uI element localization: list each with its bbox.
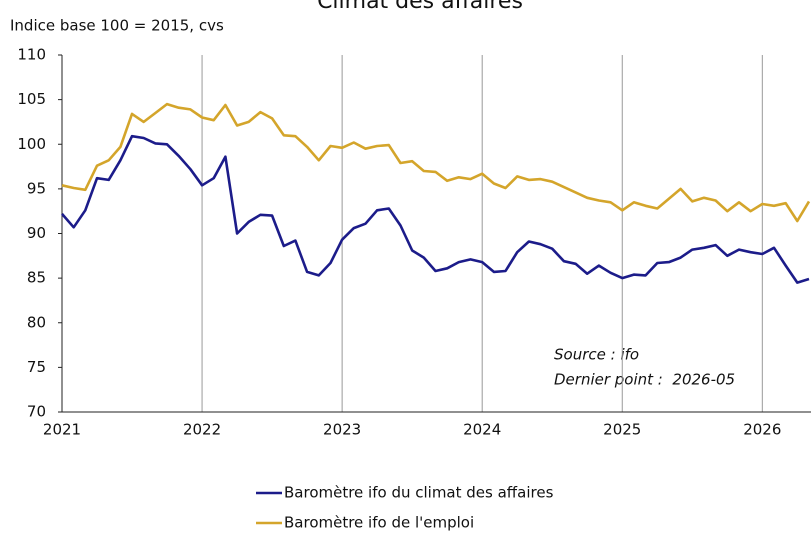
series-line (61, 102, 811, 223)
x-tick-label: 2025 (603, 421, 641, 439)
y-tick-label: 70 (27, 403, 46, 421)
legend-label: Baromètre ifo du climat des affaires (284, 484, 554, 502)
y-tick-label: 75 (27, 358, 46, 376)
annotation: Dernier point : 2026-05 (554, 371, 735, 389)
x-tick-label: 2023 (323, 421, 361, 439)
series-line (61, 134, 810, 284)
x-tick-label: 2024 (463, 421, 501, 439)
y-tick-label: 90 (27, 224, 46, 242)
x-tick-label: 2021 (43, 421, 81, 439)
y-tick-label: 100 (17, 135, 46, 153)
x-tick-label: 2022 (183, 421, 221, 439)
chart-title: Climat des affaires (317, 0, 523, 14)
y-tick-label: 85 (27, 269, 46, 287)
y-tick-label: 105 (17, 90, 46, 108)
y-tick-label: 80 (27, 313, 46, 331)
y-axis-label: Indice base 100 = 2015, cvs (10, 17, 224, 35)
y-tick-label: 110 (17, 46, 46, 64)
x-tick-label: 2026 (743, 421, 781, 439)
legend-label: Baromètre ifo de l'emploi (284, 514, 474, 532)
y-tick-label: 95 (27, 179, 46, 197)
annotation: Source : ifo (554, 346, 639, 364)
